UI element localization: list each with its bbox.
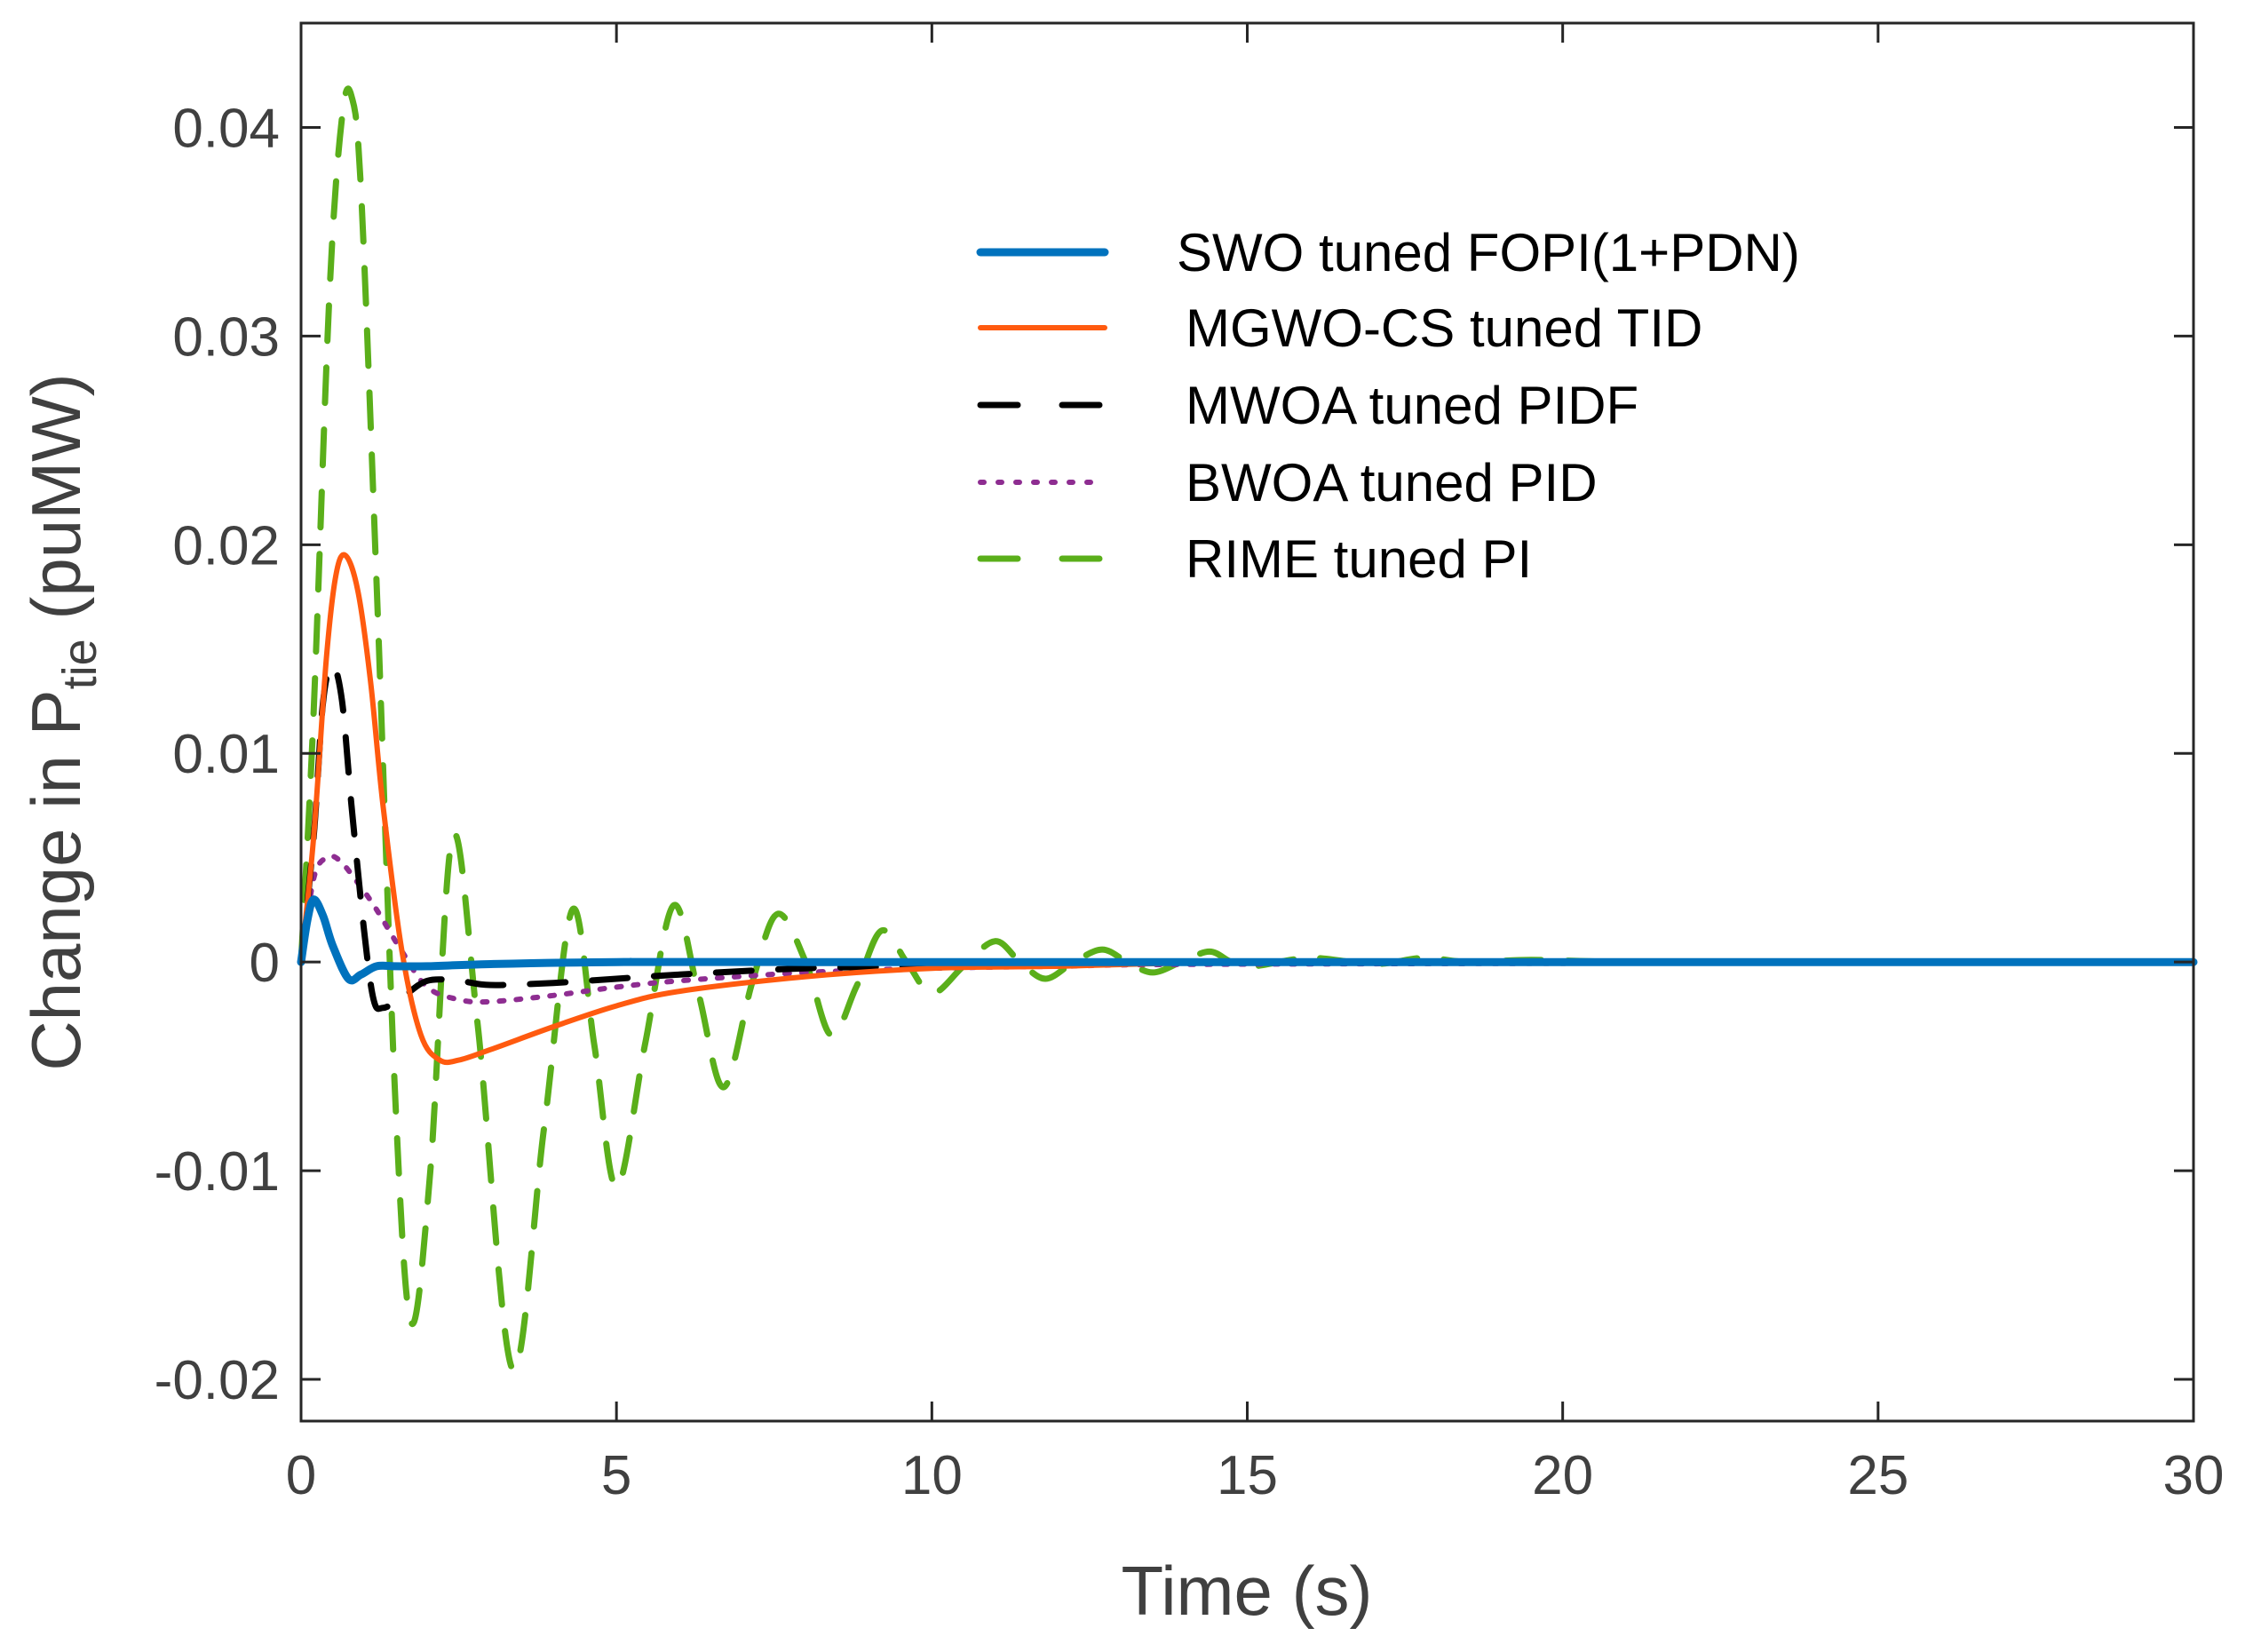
- y-tick-label: 0: [250, 933, 280, 994]
- y-tick-label: -0.02: [155, 1350, 280, 1411]
- x-tick-label: 30: [2163, 1445, 2225, 1506]
- plot-background: [301, 23, 2193, 1421]
- x-tick-label: 15: [1217, 1445, 1278, 1506]
- legend: SWO tuned FOPI(1+PDN) MGWO-CS tuned TID MW…: [976, 223, 1800, 589]
- series-line-3: [298, 853, 2196, 1005]
- y-tick-label: 0.04: [172, 98, 280, 159]
- series-layer: [297, 85, 2198, 1374]
- legend-label: RIME tuned PI: [1186, 529, 1532, 589]
- series-line-0: [297, 895, 2198, 985]
- y-axis-label-unit: (puMW): [17, 373, 95, 639]
- ticks-layer: 0 5 10 15 20 25 30 -0.02 -0.01 0 0.01 0.02 0.03 0.04: [155, 23, 2225, 1506]
- legend-label: SWO tuned FOPI(1+PDN): [1177, 223, 1800, 282]
- x-axis-label: Time (s): [1121, 1552, 1372, 1630]
- y-axis-label-main: Change in P: [17, 689, 95, 1070]
- y-axis-label: Change in Ptie (puMW): [17, 373, 107, 1070]
- y-tick-label: 0.01: [172, 724, 280, 785]
- y-axis-label-subscript: tie: [53, 639, 107, 689]
- x-tick-label: 10: [901, 1445, 963, 1506]
- legend-label: BWOA tuned PID: [1186, 453, 1598, 512]
- legend-label: MWOA tuned PIDF: [1186, 376, 1638, 435]
- x-tick-label: 20: [1532, 1445, 1593, 1506]
- x-tick-label: 25: [1847, 1445, 1908, 1506]
- x-tick-label: 5: [601, 1445, 631, 1506]
- y-tick-label: -0.01: [155, 1141, 280, 1203]
- y-tick-label: 0.03: [172, 306, 280, 368]
- legend-label: MGWO-CS tuned TID: [1186, 298, 1702, 358]
- y-tick-label: 0.02: [172, 515, 280, 576]
- x-tick-label: 0: [286, 1445, 316, 1506]
- series-line-4: [297, 85, 2197, 1374]
